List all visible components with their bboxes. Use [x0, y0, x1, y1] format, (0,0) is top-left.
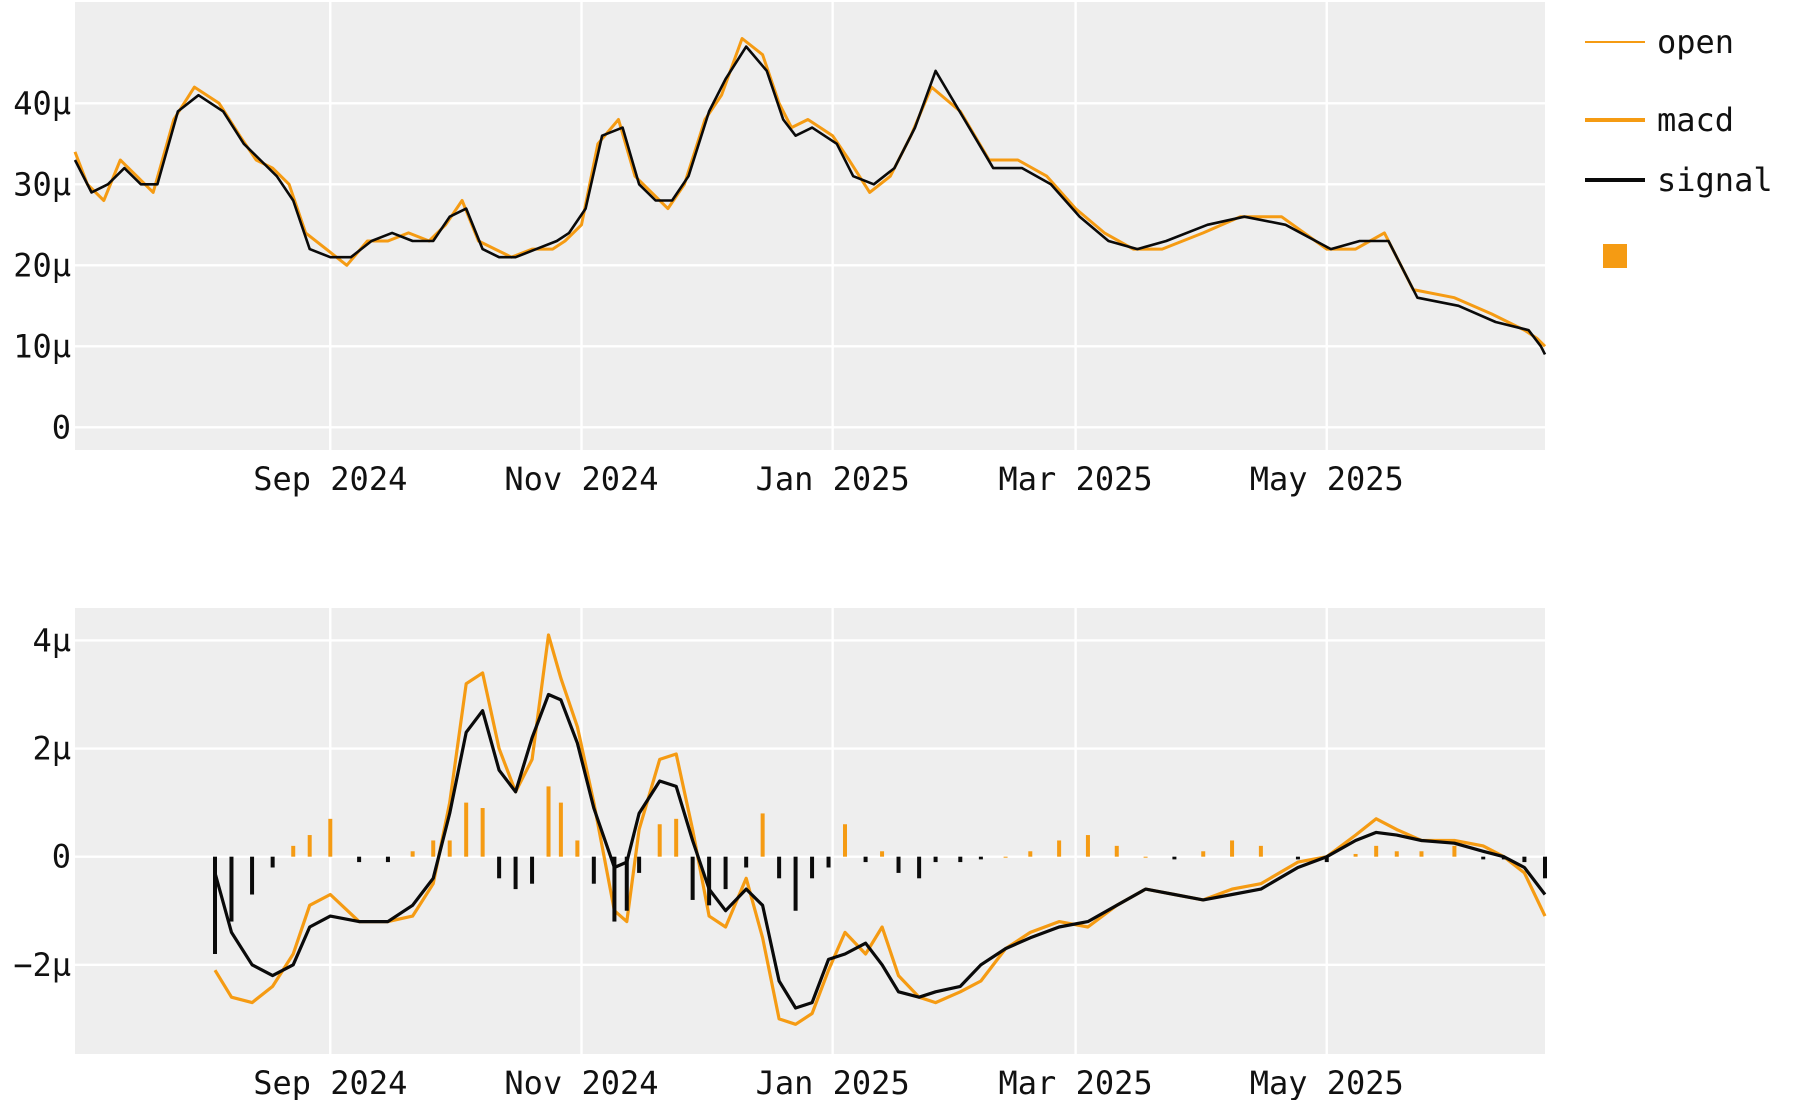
x-tick-label: Sep 2024 [253, 460, 407, 498]
histogram-bar [410, 851, 415, 857]
histogram-bar [1028, 851, 1033, 857]
x-tick-label: May 2025 [1250, 460, 1404, 498]
histogram-bar [447, 840, 452, 857]
price-panel: 0 10µ 20µ 30µ 40µ Sep 2024 Nov 2024 Jan 2025 Mar… [13, 2, 1547, 498]
histogram-bar [1452, 845, 1457, 857]
histogram-bar [546, 786, 551, 857]
y-tick-label: 0 [52, 408, 71, 446]
histogram-bar [464, 802, 469, 857]
histogram-bar [612, 856, 617, 922]
histogram-bar [1481, 856, 1486, 860]
histogram-bar [1324, 856, 1329, 863]
histogram-bar [357, 856, 362, 863]
y-tick-label: 20µ [13, 246, 71, 284]
histogram-bar [291, 845, 296, 857]
x-tick-label: Nov 2024 [504, 1064, 658, 1100]
histogram-bar [1172, 856, 1177, 860]
signal-series-line [213, 692, 1547, 1010]
y-tick-label: 40µ [13, 84, 71, 122]
x-tick-label: Sep 2024 [253, 1064, 407, 1100]
histogram-bar [690, 856, 695, 900]
legend-label-signal: signal [1657, 161, 1773, 199]
histogram-bar [760, 813, 765, 857]
histogram-bar [880, 851, 885, 857]
histogram-bar [497, 856, 502, 879]
histogram-bar [1543, 856, 1547, 879]
histogram-bar [480, 808, 485, 857]
histogram-bar [250, 856, 255, 895]
histogram-bar [933, 856, 938, 863]
histogram-bar [431, 840, 436, 857]
legend: open macd signal [1585, 23, 1773, 268]
y-tick-label: 30µ [13, 165, 71, 203]
x-tick-label: Mar 2025 [999, 1064, 1153, 1100]
histogram-bar [1057, 840, 1062, 857]
histogram-bar [558, 802, 563, 857]
histogram-bar [1501, 856, 1506, 860]
histogram-bar [777, 856, 782, 879]
histogram-bar [744, 856, 749, 868]
macd-panel: −2µ 0 2µ 4µ Sep 2024 Nov 2024 Jan 2025 Mar 2025… [13, 608, 1547, 1102]
histogram-bar [917, 856, 922, 879]
histogram-bar [624, 856, 629, 911]
histogram-bar [385, 856, 390, 863]
x-tick-label: Nov 2024 [504, 460, 658, 498]
plot-area [75, 2, 1545, 450]
histogram-bar [1522, 856, 1527, 863]
histogram-bar [896, 856, 901, 873]
histogram-bar [1003, 856, 1008, 858]
histogram-bar [213, 856, 217, 954]
histogram-bar [1295, 856, 1300, 860]
histogram-bar [657, 824, 662, 857]
histogram-bar [270, 856, 275, 868]
y-tick-label: 0 [52, 838, 71, 876]
histogram-bar [1201, 851, 1206, 857]
y-tick-label: −2µ [13, 946, 71, 984]
y-tick-label: 4µ [32, 621, 71, 659]
histogram-bar [958, 856, 963, 863]
histogram-bar [1374, 845, 1379, 857]
x-tick-label: Jan 2025 [756, 1064, 910, 1100]
histogram-bar [591, 856, 596, 884]
close-series-line [73, 45, 1547, 355]
legend-label-open: open [1657, 23, 1734, 61]
legend-square-marker [1603, 244, 1627, 268]
histogram-bar [307, 835, 312, 857]
y-tick-label: 10µ [13, 327, 71, 365]
x-tick-label: May 2025 [1250, 1064, 1404, 1100]
histogram-bar [1085, 835, 1090, 857]
histogram-bar [1258, 845, 1263, 857]
histogram-bar [723, 856, 728, 890]
histogram-bar [1394, 851, 1399, 857]
histogram-bar [637, 856, 642, 873]
histogram-bar [793, 856, 798, 911]
histogram-bar [513, 856, 518, 890]
x-tick-label: Jan 2025 [756, 460, 910, 498]
histogram-bar [1114, 845, 1119, 857]
histogram-bar [229, 856, 234, 922]
histogram-bar [1143, 856, 1148, 858]
legend-label-macd: macd [1657, 101, 1734, 139]
x-tick-label: Mar 2025 [999, 460, 1153, 498]
histogram-bar [707, 856, 712, 906]
plot-area [75, 608, 1545, 1054]
histogram-bar [674, 818, 679, 857]
histogram-bar [1353, 853, 1358, 857]
y-tick-label: 2µ [32, 730, 71, 768]
histogram-bar [843, 824, 847, 857]
histogram-bar [530, 856, 535, 884]
histogram-bar [978, 856, 983, 860]
histogram-bar [1230, 840, 1235, 857]
histogram-bar [826, 856, 831, 868]
histogram-bar [328, 818, 333, 857]
histogram-bar [1419, 851, 1424, 857]
histogram-bar [810, 856, 815, 879]
histogram-bar [575, 840, 580, 857]
histogram-bar [863, 856, 868, 863]
